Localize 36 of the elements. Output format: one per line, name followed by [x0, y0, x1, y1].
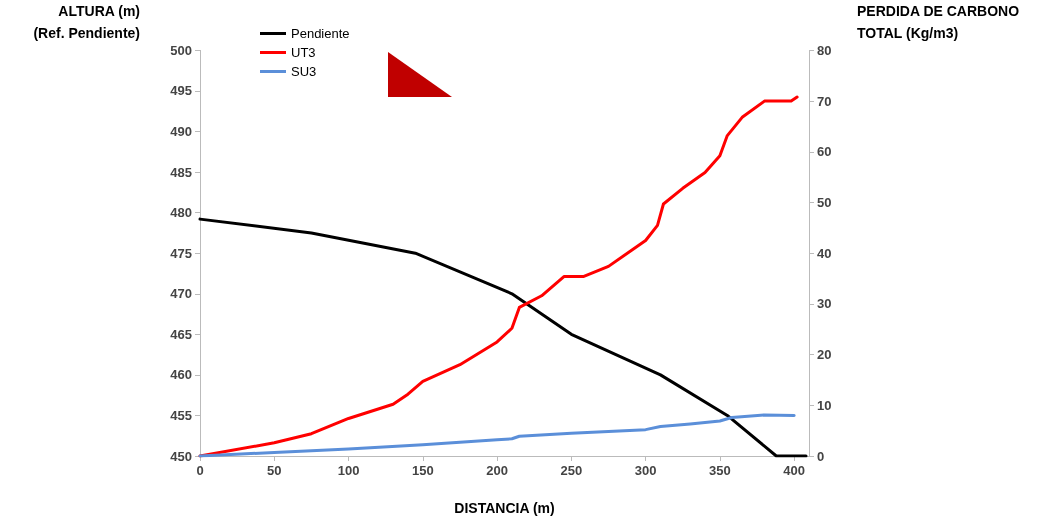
x-tick-label: 0 [196, 463, 204, 478]
y-tick-label: 465 [170, 326, 192, 342]
y2-tick-label: 10 [817, 397, 832, 413]
x-tick-label: 350 [709, 463, 731, 478]
legend-label: Pendiente [291, 26, 350, 41]
y-tick-label: 500 [170, 42, 192, 58]
y-tick-label: 485 [170, 164, 192, 180]
y2-tick-label: 40 [817, 245, 832, 261]
x-tick-label: 200 [486, 463, 508, 478]
y2-tick-label: 50 [817, 195, 832, 210]
x-axis-title: DISTANCIA (m) [454, 500, 555, 516]
x-tick-label: 50 [267, 463, 282, 478]
y-tick-label: 450 [170, 448, 192, 464]
y2-tick-label: 70 [817, 93, 832, 109]
x-tick-label: 400 [783, 463, 805, 478]
line-series [198, 413, 796, 458]
y-axis-title: ALTURA (m) (Ref. Pendiente) [33, 3, 140, 41]
y-tick-label: 455 [170, 407, 192, 423]
y2-tick-label: 20 [817, 347, 832, 363]
y-tick-label: 490 [170, 124, 192, 140]
y-tick-label: 495 [170, 83, 192, 99]
y-tick-label: 470 [170, 286, 192, 302]
x-tick-label: 100 [337, 463, 360, 478]
legend-label: UT3 [291, 45, 316, 60]
y2-tick-label: 80 [817, 42, 832, 58]
x-tick-label: 250 [560, 463, 583, 478]
y2-tick-label: 60 [817, 144, 832, 160]
x-tick-label: 300 [634, 463, 657, 478]
legend-label: SU3 [291, 64, 317, 79]
y2-axis-title: PERDIDA DE CARBONO TOTAL (Kg/m3) [857, 3, 1020, 41]
y2-tick-label: 0 [817, 448, 825, 464]
y2-tick-label: 30 [817, 296, 832, 312]
y-tick-label: 460 [170, 367, 192, 383]
y-tick-label: 475 [170, 245, 192, 261]
y-tick-label: 480 [170, 205, 192, 221]
x-tick-label: 150 [411, 463, 434, 478]
